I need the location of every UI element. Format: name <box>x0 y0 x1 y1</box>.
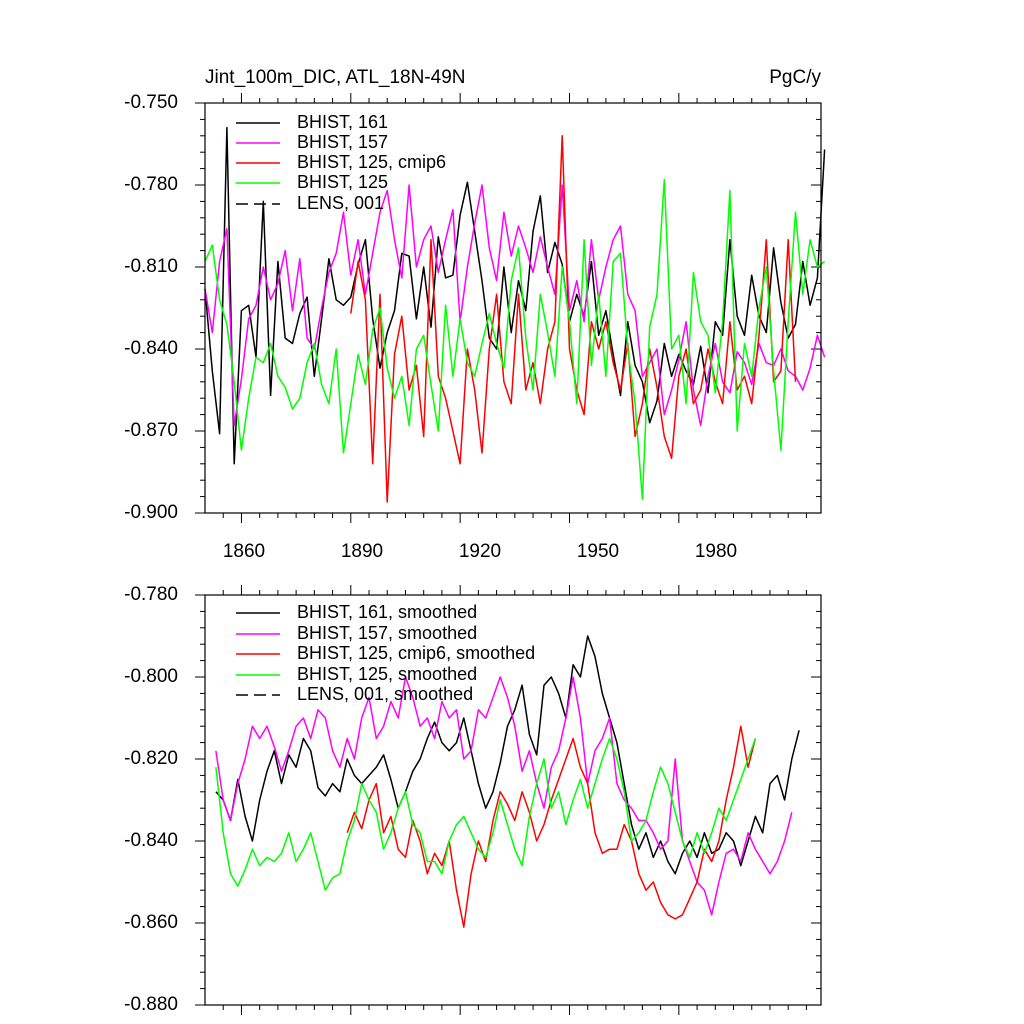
series-line-bhist-157-smoothed <box>215 676 793 916</box>
bottom-series-group <box>215 635 800 928</box>
bottom-plot-frame <box>204 594 822 1006</box>
top-axis-ticks <box>195 93 821 523</box>
bottom-y-tick-label: -0.820 <box>124 748 178 769</box>
bottom-y-tick-label: -0.780 <box>124 584 178 605</box>
series-line-bhist-125-cmip6-smoothed <box>346 725 757 928</box>
legend-label-bhist-161: BHIST, 161 <box>297 112 388 132</box>
top-x-tick-label: 1950 <box>577 541 619 562</box>
top-y-tick-label: -0.810 <box>124 256 178 277</box>
top-title-left: Jint_100m_DIC, ATL_18N-49N <box>205 67 466 88</box>
top-y-tick-label: -0.840 <box>124 338 178 359</box>
top-series-group <box>204 126 826 503</box>
legend-label-lens-001-smoothed: LENS, 001, smoothed <box>297 684 473 704</box>
legend-label-bhist-161-smoothed: BHIST, 161, smoothed <box>297 602 477 622</box>
top-legend: BHIST, 161 BHIST, 157 BHIST, 125, cmip6 … <box>236 112 446 213</box>
top-x-tick-label: 1920 <box>459 541 501 562</box>
series-line-bhist-125-smoothed <box>215 737 757 891</box>
bottom-y-tick-label: -0.840 <box>124 830 178 851</box>
top-y-tick-label: -0.750 <box>124 92 178 113</box>
legend-label-bhist-125: BHIST, 125 <box>297 172 388 192</box>
top-y-tick-label: -0.900 <box>124 502 178 523</box>
legend-label-bhist-157: BHIST, 157 <box>297 132 388 152</box>
bottom-y-tick-label: -0.800 <box>124 666 178 687</box>
bottom-axis-ticks <box>195 585 821 1015</box>
legend-label-lens-001: LENS, 001 <box>297 193 384 213</box>
bottom-y-tick-labels: -0.780 -0.800 -0.820 -0.840 -0.860 -0.88… <box>124 584 178 1015</box>
top-plot-frame <box>204 102 822 514</box>
legend-label-bhist-125-smoothed: BHIST, 125, smoothed <box>297 664 477 684</box>
top-panel: Jint_100m_DIC, ATL_18N-49N PgC/y -0.750 … <box>124 67 826 562</box>
top-y-tick-label: -0.780 <box>124 174 178 195</box>
top-x-tick-label: 1890 <box>341 541 383 562</box>
series-line-bhist-161-smoothed <box>215 635 800 875</box>
legend-label-bhist-157-smoothed: BHIST, 157, smoothed <box>297 623 477 643</box>
bottom-y-tick-label: -0.860 <box>124 912 178 933</box>
top-x-tick-label: 1980 <box>695 541 737 562</box>
series-line-bhist-125 <box>204 178 826 501</box>
series-line-bhist-125-cmip6 <box>350 135 797 503</box>
bottom-legend: BHIST, 161, smoothed BHIST, 157, smoothe… <box>236 602 535 704</box>
series-line-bhist-157 <box>204 184 826 427</box>
top-y-tick-labels: -0.750 -0.780 -0.810 -0.840 -0.870 -0.90… <box>124 92 178 523</box>
top-y-tick-label: -0.870 <box>124 420 178 441</box>
legend-label-bhist-125-cmip6: BHIST, 125, cmip6 <box>297 152 446 172</box>
top-x-tick-label: 1860 <box>223 541 265 562</box>
bottom-panel: -0.780 -0.800 -0.820 -0.840 -0.860 -0.88… <box>124 584 822 1015</box>
top-x-tick-labels: 1860 1890 1920 1950 1980 <box>223 541 737 562</box>
legend-label-bhist-125-cmip6-smoothed: BHIST, 125, cmip6, smoothed <box>297 643 535 663</box>
top-title-right: PgC/y <box>769 67 821 88</box>
bottom-y-tick-label: -0.880 <box>124 994 178 1015</box>
